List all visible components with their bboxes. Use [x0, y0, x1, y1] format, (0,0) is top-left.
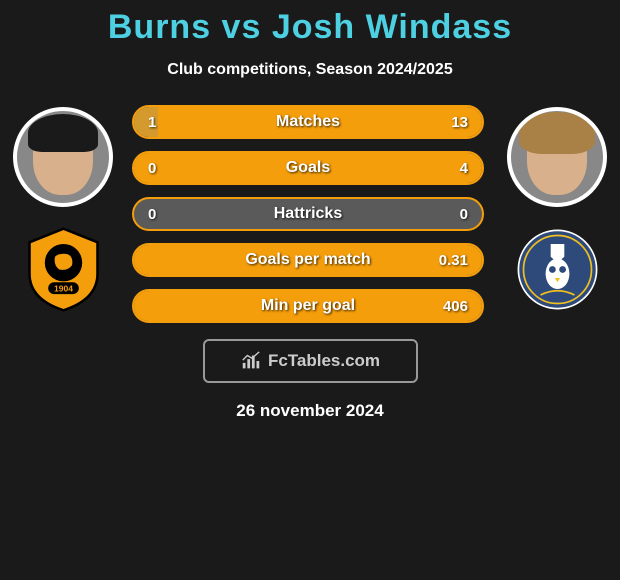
stat-row: 1Matches13: [132, 105, 484, 139]
left-player-column: 1904: [8, 107, 118, 312]
player-left-avatar: [13, 107, 113, 207]
stat-row: 0Hattricks0: [132, 197, 484, 231]
stat-row: Min per goal406: [132, 289, 484, 323]
player-right-club-crest: [515, 227, 600, 312]
player-right-avatar: [507, 107, 607, 207]
chart-icon: [240, 350, 262, 372]
stat-row: 0Goals4: [132, 151, 484, 185]
stat-label: Matches: [134, 113, 482, 131]
subtitle: Club competitions, Season 2024/2025: [0, 61, 620, 79]
crest-year: 1904: [54, 284, 73, 294]
brand-badge: FcTables.com: [203, 339, 418, 383]
stat-label: Min per goal: [134, 297, 482, 315]
stat-label: Goals: [134, 159, 482, 177]
stat-row: Goals per match0.31: [132, 243, 484, 277]
comparison-row: 1904 1Matches13 0Goals4 0Hattricks0 Goals p…: [0, 107, 620, 323]
brand-text: FcTables.com: [268, 351, 380, 371]
face-icon: [33, 120, 93, 195]
player-left-club-crest: 1904: [21, 227, 106, 312]
stats-column: 1Matches13 0Goals4 0Hattricks0 Goals per ma…: [118, 105, 502, 323]
stat-label: Hattricks: [134, 205, 482, 223]
stat-label: Goals per match: [134, 251, 482, 269]
date-text: 26 november 2024: [0, 401, 620, 421]
page-title: Burns vs Josh Windass: [0, 8, 620, 47]
face-icon: [527, 120, 587, 195]
right-player-column: [502, 107, 612, 312]
